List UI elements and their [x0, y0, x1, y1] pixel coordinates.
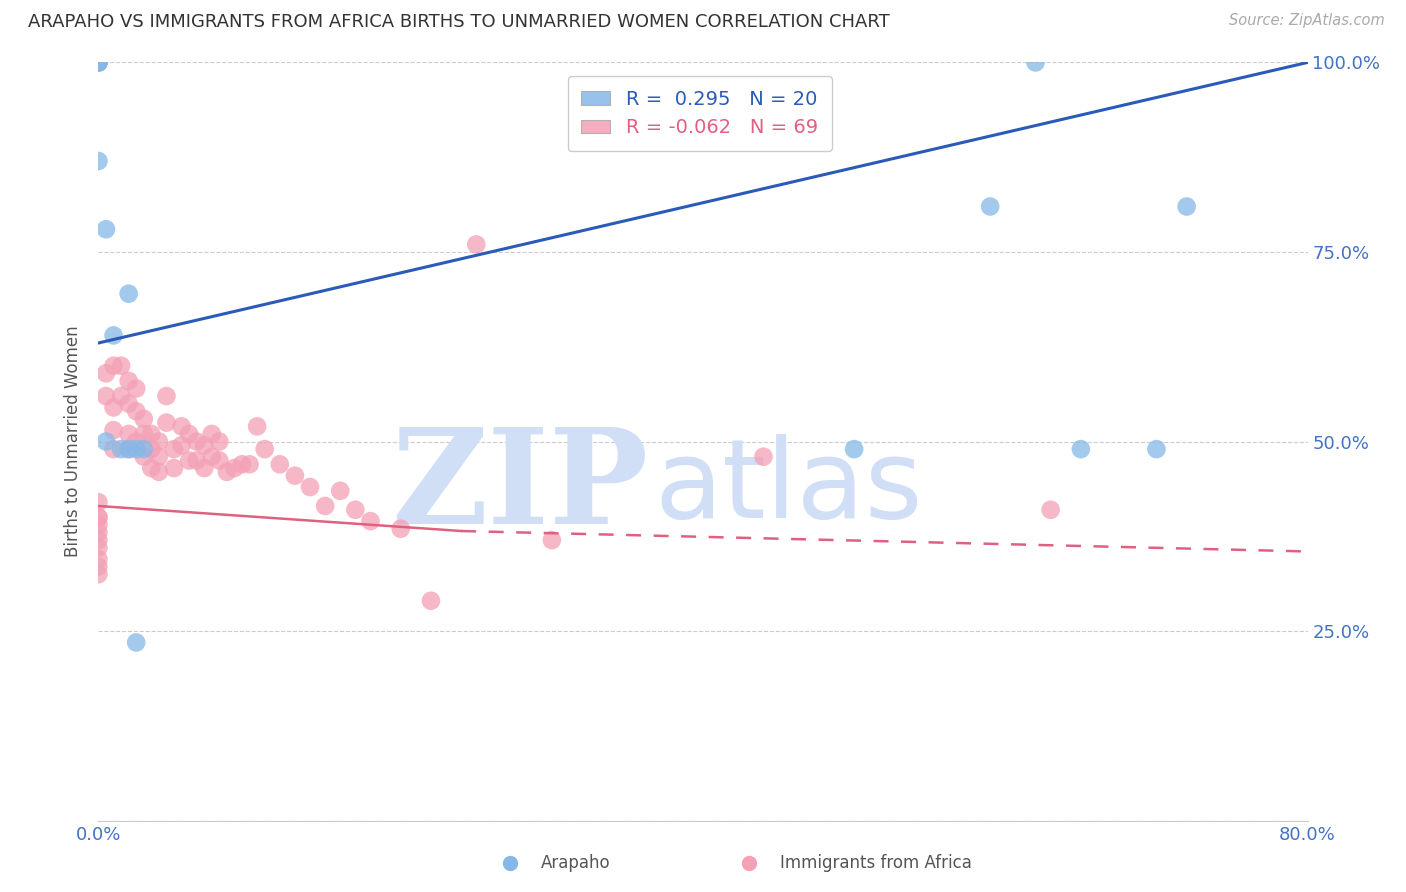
Point — [94, 389, 117, 403]
Point — [193, 438, 215, 452]
Point — [344, 503, 367, 517]
Point — [179, 427, 201, 442]
Point — [103, 328, 125, 343]
Point — [103, 401, 125, 415]
Point — [155, 389, 177, 403]
Legend: R =  0.295   N = 20, R = -0.062   N = 69: R = 0.295 N = 20, R = -0.062 N = 69 — [568, 76, 832, 151]
Point — [132, 412, 155, 426]
Point — [224, 461, 246, 475]
Point — [844, 442, 866, 457]
Point — [125, 635, 148, 649]
Point — [118, 427, 141, 442]
Point — [132, 427, 155, 442]
Text: Arapaho: Arapaho — [541, 855, 612, 872]
Point — [540, 533, 562, 548]
Point — [186, 434, 208, 449]
Text: Source: ZipAtlas.com: Source: ZipAtlas.com — [1229, 13, 1385, 29]
Point — [1039, 503, 1062, 517]
Point — [163, 442, 186, 457]
Point — [118, 442, 141, 457]
Point — [148, 434, 170, 449]
Point — [201, 427, 224, 442]
Point — [201, 450, 224, 464]
Point — [87, 559, 110, 574]
Point — [87, 510, 110, 524]
Point — [208, 453, 231, 467]
Point — [141, 427, 163, 442]
Point — [253, 442, 276, 457]
Point — [155, 416, 177, 430]
Point — [125, 434, 148, 449]
Point — [170, 438, 193, 452]
Point — [87, 525, 110, 540]
Point — [87, 55, 110, 70]
Text: Immigrants from Africa: Immigrants from Africa — [780, 855, 972, 872]
Point — [118, 286, 141, 301]
Point — [979, 199, 1001, 213]
Point — [1175, 199, 1198, 213]
Point — [141, 461, 163, 475]
Point — [284, 468, 307, 483]
Point — [239, 458, 262, 472]
Point — [1144, 442, 1167, 457]
Point — [231, 458, 253, 472]
Point — [465, 237, 488, 252]
Text: ZIP: ZIP — [391, 423, 648, 551]
Point — [87, 517, 110, 532]
Point — [329, 483, 352, 498]
Point — [103, 442, 125, 457]
Point — [186, 453, 208, 467]
Point — [132, 450, 155, 464]
Point — [420, 594, 443, 608]
Point — [246, 419, 269, 434]
Point — [125, 442, 148, 457]
Point — [170, 419, 193, 434]
Point — [141, 442, 163, 457]
Point — [215, 465, 238, 479]
Point — [103, 359, 125, 373]
Text: atlas: atlas — [655, 434, 924, 541]
Point — [87, 55, 110, 70]
Point — [314, 499, 336, 513]
Point — [94, 434, 117, 449]
Point — [299, 480, 322, 494]
Point — [87, 567, 110, 582]
Text: ARAPAHO VS IMMIGRANTS FROM AFRICA BIRTHS TO UNMARRIED WOMEN CORRELATION CHART: ARAPAHO VS IMMIGRANTS FROM AFRICA BIRTHS… — [28, 13, 890, 31]
Point — [94, 222, 117, 236]
Point — [1024, 55, 1046, 70]
Point — [87, 552, 110, 566]
Point — [87, 55, 110, 70]
Point — [118, 396, 141, 410]
Point — [87, 55, 110, 70]
Point — [125, 382, 148, 396]
Point — [752, 450, 775, 464]
Point — [163, 461, 186, 475]
Point — [87, 510, 110, 524]
Point — [389, 522, 412, 536]
Point — [132, 442, 155, 457]
Point — [118, 374, 141, 388]
Point — [110, 389, 132, 403]
Point — [87, 533, 110, 548]
Point — [87, 541, 110, 555]
Point — [110, 359, 132, 373]
Point — [208, 434, 231, 449]
Point — [118, 442, 141, 457]
Point — [148, 465, 170, 479]
Point — [87, 153, 110, 168]
Point — [179, 453, 201, 467]
Point — [269, 458, 291, 472]
Point — [103, 423, 125, 437]
Point — [193, 461, 215, 475]
Y-axis label: Births to Unmarried Women: Births to Unmarried Women — [65, 326, 83, 558]
Point — [87, 495, 110, 509]
Point — [148, 450, 170, 464]
Point — [94, 366, 117, 380]
Point — [360, 514, 382, 528]
Point — [110, 442, 132, 457]
Point — [1070, 442, 1092, 457]
Point — [125, 404, 148, 418]
